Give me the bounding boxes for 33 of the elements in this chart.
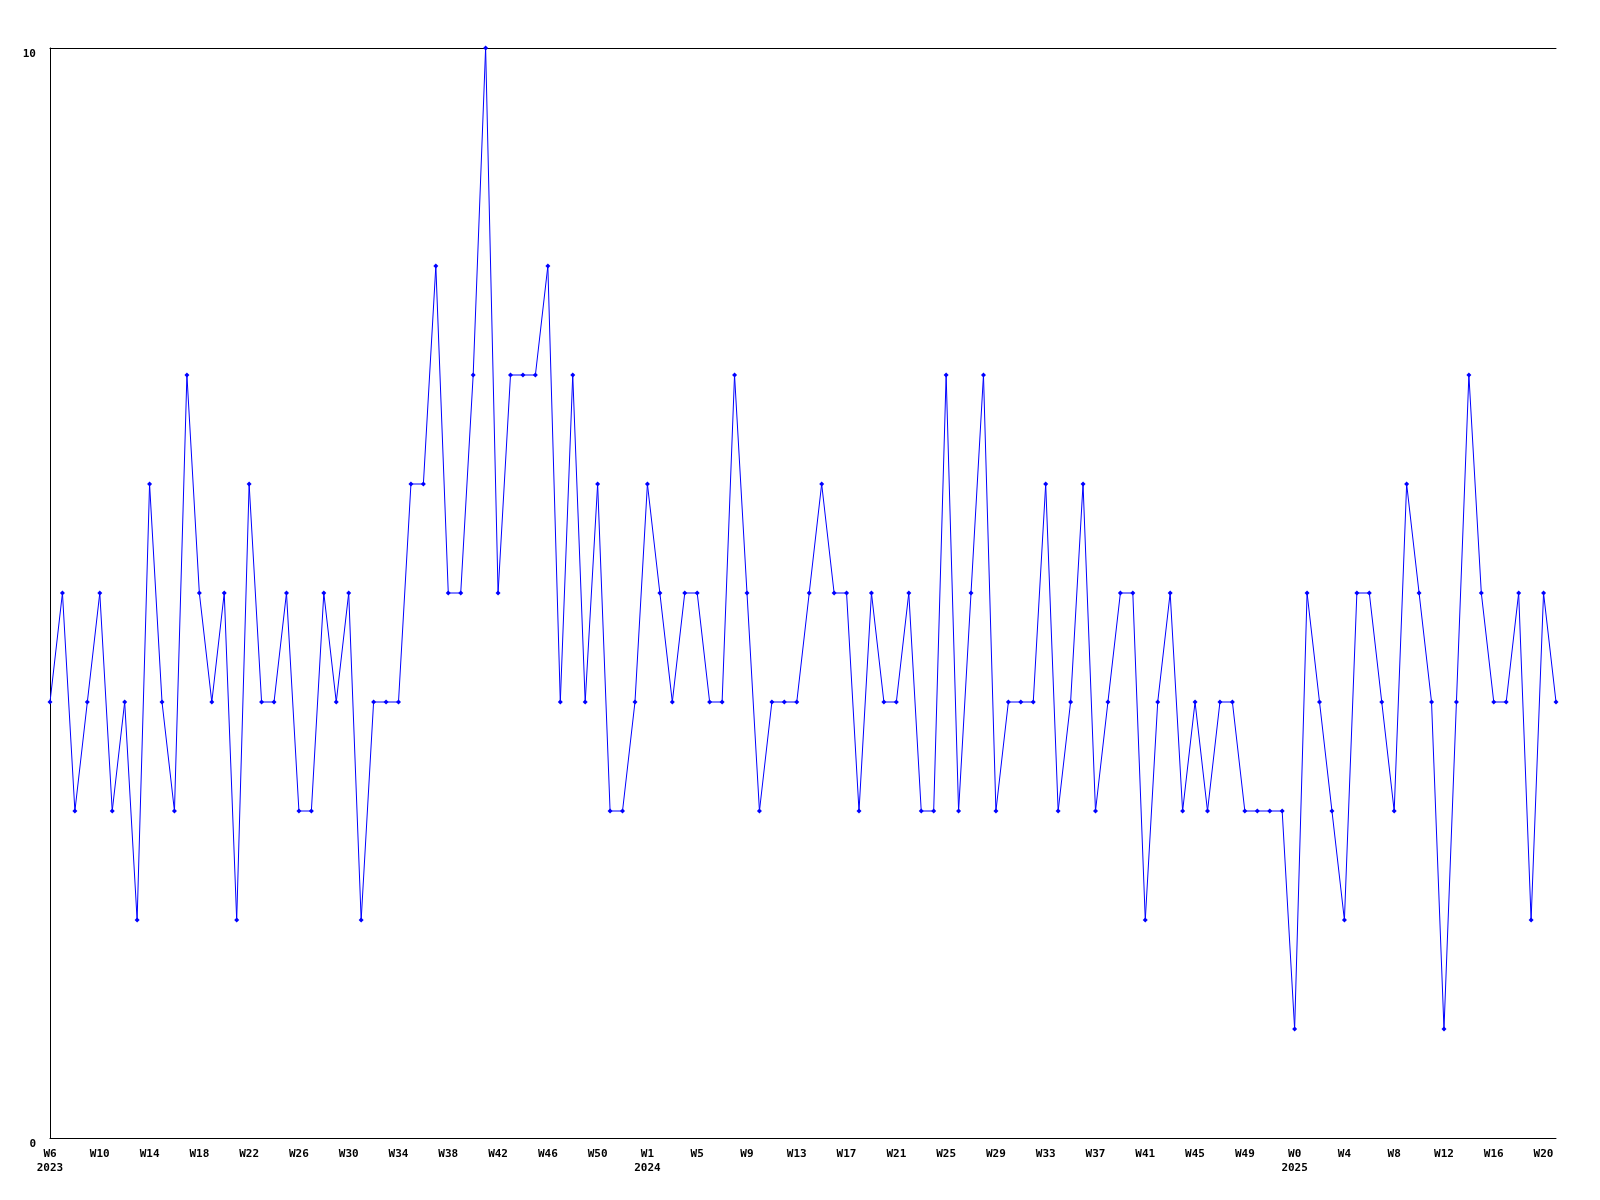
x-tick-label: W8 bbox=[1387, 1146, 1401, 1160]
x-tick-label: W30 bbox=[338, 1146, 359, 1160]
x-tick-label: W4 bbox=[1337, 1146, 1352, 1160]
x-tick-label: W50 bbox=[587, 1146, 608, 1160]
x-tick-label: W29 bbox=[985, 1146, 1006, 1160]
x-tick-label: W16 bbox=[1483, 1146, 1505, 1160]
y-tick-label: 10 bbox=[22, 47, 36, 60]
x-tick-label: W41 bbox=[1135, 1146, 1156, 1160]
x-tick-label: W14 bbox=[139, 1146, 160, 1160]
x-tick-label: W9 bbox=[740, 1146, 754, 1160]
x-tick-label: W22 bbox=[239, 1146, 260, 1160]
x-tick-label: W49 bbox=[1234, 1146, 1255, 1160]
x-tick-label: W25 bbox=[936, 1146, 957, 1160]
x-tick-label: W20 bbox=[1533, 1146, 1554, 1160]
x-tick-label: W1 2024 bbox=[634, 1146, 662, 1174]
y-tick-label: 0 bbox=[29, 1137, 36, 1150]
x-tick-label: W21 bbox=[886, 1146, 907, 1160]
x-tick-label: W6 2023 bbox=[36, 1146, 64, 1174]
x-tick-label: W18 bbox=[189, 1146, 210, 1160]
x-tick-label: W38 bbox=[438, 1146, 459, 1160]
x-tick-label: W37 bbox=[1085, 1146, 1106, 1160]
x-tick-label: W42 bbox=[488, 1146, 508, 1160]
x-tick-label: W13 bbox=[786, 1146, 807, 1160]
x-tick-label: W45 bbox=[1185, 1146, 1205, 1160]
x-tick-label: W12 bbox=[1434, 1146, 1454, 1160]
x-tick-label: W34 bbox=[388, 1146, 409, 1160]
x-tick-label: W46 bbox=[537, 1146, 559, 1160]
x-tick-label: W5 bbox=[690, 1146, 704, 1160]
x-tick-label: W26 bbox=[288, 1146, 310, 1160]
x-tick-label: W0 2025 bbox=[1281, 1146, 1308, 1174]
x-tick-label: W17 bbox=[836, 1146, 857, 1160]
x-tick-label: W10 bbox=[89, 1146, 110, 1160]
x-tick-label: W33 bbox=[1035, 1146, 1056, 1160]
